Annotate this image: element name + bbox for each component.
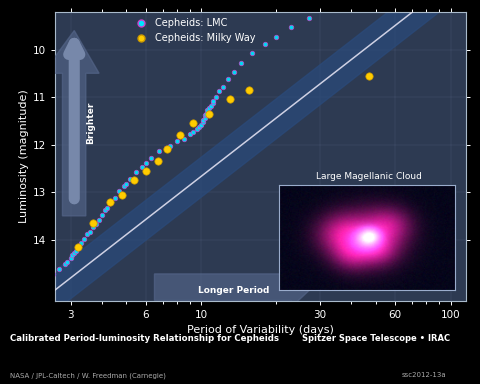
Point: [197, 122, 205, 128]
Point: [224, 76, 232, 83]
Point: [142, 160, 150, 166]
Text: Calibrated Period-luminosity Relationship for Cepheids: Calibrated Period-luminosity Relationshi…: [10, 334, 278, 343]
Point: [74, 245, 82, 251]
Point: [118, 192, 125, 198]
Point: [219, 84, 227, 90]
Point: [96, 217, 103, 223]
Point: [238, 60, 245, 66]
Point: [201, 114, 209, 121]
Point: [71, 250, 78, 256]
Point: [305, 15, 312, 21]
Point: [200, 117, 207, 123]
Point: [101, 207, 108, 213]
Point: [273, 34, 280, 40]
Point: [230, 69, 238, 75]
Polygon shape: [155, 267, 312, 307]
Point: [106, 200, 114, 206]
Point: [199, 119, 206, 125]
Point: [90, 224, 97, 230]
Point: [90, 220, 97, 226]
Point: [204, 107, 211, 113]
Text: Spitzer Space Telescope • IRAC: Spitzer Space Telescope • IRAC: [302, 334, 451, 343]
Point: [190, 129, 197, 135]
Point: [215, 88, 223, 94]
Point: [122, 181, 130, 187]
Point: [261, 41, 269, 47]
Text: Large Magellanic Cloud: Large Magellanic Cloud: [316, 172, 422, 181]
Polygon shape: [43, 31, 99, 216]
Point: [176, 132, 183, 138]
Point: [180, 136, 187, 142]
Point: [147, 155, 155, 161]
Point: [116, 188, 123, 194]
Point: [81, 236, 88, 242]
Text: NASA / JPL-Caltech / W. Freedman (Carnegie): NASA / JPL-Caltech / W. Freedman (Carneg…: [10, 372, 166, 379]
Point: [142, 168, 150, 174]
Point: [103, 205, 111, 211]
Point: [162, 145, 169, 151]
Point: [209, 100, 217, 106]
Point: [69, 252, 76, 258]
Point: [126, 176, 134, 182]
Point: [67, 255, 74, 261]
Point: [84, 231, 91, 237]
Y-axis label: Luminosity (magnitude): Luminosity (magnitude): [19, 89, 29, 223]
Point: [288, 24, 295, 30]
Point: [365, 73, 372, 79]
Point: [208, 103, 216, 109]
Point: [74, 244, 82, 250]
Point: [166, 143, 174, 149]
Point: [131, 177, 138, 183]
Point: [186, 131, 193, 137]
Point: [226, 96, 233, 103]
Point: [154, 158, 162, 164]
Point: [173, 138, 181, 144]
Text: ssc2012-13a: ssc2012-13a: [402, 372, 446, 379]
Point: [56, 266, 63, 272]
Point: [120, 183, 128, 189]
Point: [210, 98, 217, 104]
Point: [61, 261, 69, 267]
Text: Brighter: Brighter: [86, 102, 96, 144]
Point: [195, 124, 203, 130]
Point: [111, 195, 119, 201]
Point: [86, 228, 94, 235]
Point: [248, 50, 256, 56]
X-axis label: Period of Variability (days): Period of Variability (days): [187, 324, 334, 334]
Point: [193, 126, 201, 132]
Point: [156, 148, 163, 154]
Point: [190, 120, 197, 126]
Point: [202, 112, 209, 118]
Point: [132, 169, 140, 175]
Point: [106, 199, 114, 205]
Point: [63, 259, 71, 265]
Point: [205, 105, 213, 111]
Point: [203, 111, 210, 117]
Point: [93, 221, 100, 227]
Point: [205, 111, 213, 117]
Point: [163, 146, 171, 152]
Point: [138, 164, 146, 170]
Point: [245, 87, 252, 93]
Point: [49, 271, 57, 277]
Point: [213, 94, 220, 100]
Legend: Cepheids: LMC, Cepheids: Milky Way: Cepheids: LMC, Cepheids: Milky Way: [130, 17, 258, 45]
Point: [72, 248, 80, 254]
Text: Longer Period: Longer Period: [198, 286, 269, 295]
Point: [77, 240, 85, 247]
Point: [98, 212, 106, 218]
Point: [327, 5, 335, 11]
Point: [353, 0, 360, 2]
